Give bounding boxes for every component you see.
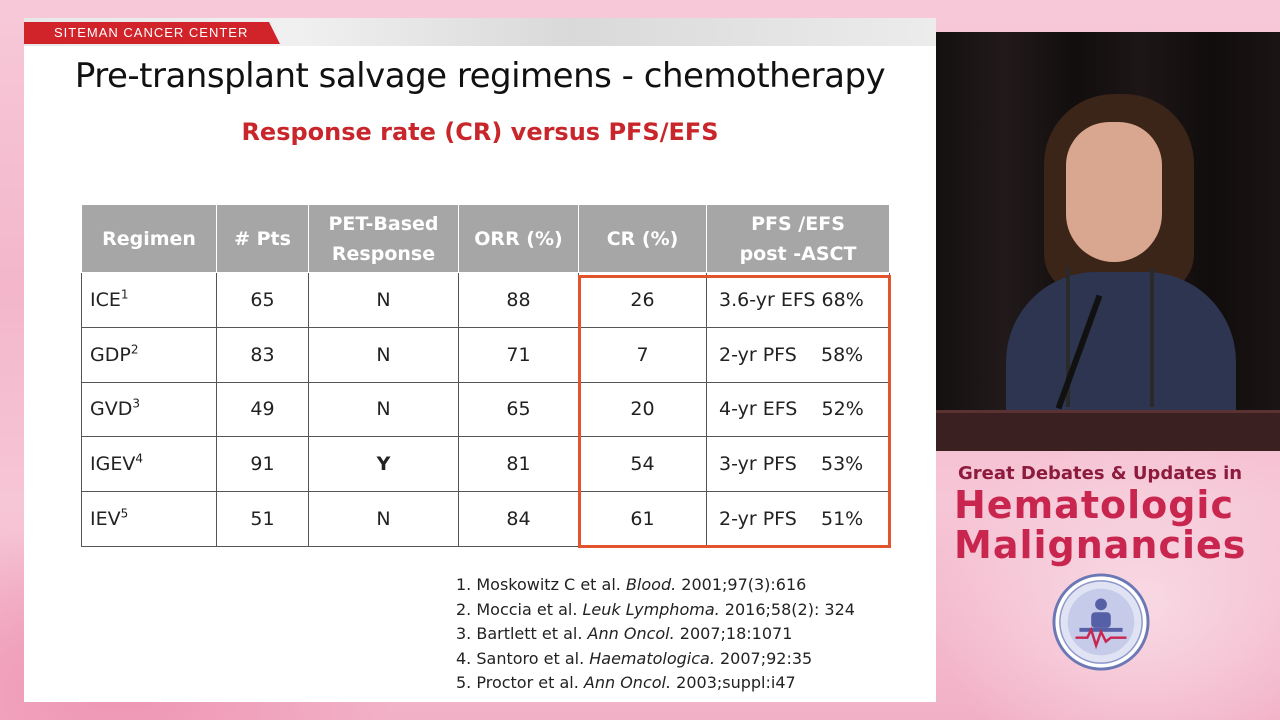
reference-item: 3. Bartlett et al. Ann Oncol. 2007;18:10… (456, 624, 793, 643)
event-title-line2: Malignancies (954, 523, 1247, 567)
reference-marker: 4 (135, 451, 143, 466)
table-body: ICE1 65 N 88 26 3.6-yr EFS 68% GDP2 83 N 71 7 2-yr … (81, 272, 890, 547)
cell-cr: 54 (578, 436, 707, 493)
header-text: CR (%) (606, 227, 679, 250)
cell-pfs-efs: 2-yr PFS 58% (706, 326, 890, 383)
header-text: Regimen (102, 227, 196, 250)
cell-pfs-efs: 3-yr PFS 53% (706, 436, 890, 493)
speaker-video (936, 32, 1280, 451)
cell-regimen: GVD3 (81, 381, 217, 438)
reference-marker: 5 (120, 506, 129, 521)
header-regimen: Regimen (81, 204, 217, 273)
event-tagline: Great Debates & Updates in (958, 463, 1243, 484)
cell-pts: 91 (216, 436, 309, 493)
results-table: Regimen # Pts PET-Based Response ORR (%) … (81, 204, 890, 547)
header-text: post -ASCT (739, 242, 857, 265)
cell-pts: 49 (216, 381, 309, 438)
reference-marker: 2 (130, 342, 139, 357)
presentation-slide: SITEMAN CANCER CENTER Pre-transplant sal… (24, 18, 936, 702)
cell-pfs-efs: 2-yr PFS 51% (706, 491, 890, 547)
reference-marker: 1 (120, 287, 129, 302)
cell-regimen: IGEV4 (81, 436, 217, 493)
event-title-line1: Hematologic (954, 483, 1234, 527)
reference-item: 4. Santoro et al. Haematologica. 2007;92… (456, 648, 813, 668)
slide-title: Pre-transplant salvage regimens - chemot… (74, 56, 886, 96)
cell-pfs-efs: 3.6-yr EFS 68% (706, 272, 890, 328)
cell-orr: 81 (458, 436, 579, 493)
lanyard (1150, 267, 1154, 407)
cell-orr: 71 (458, 326, 579, 383)
reference-item: 2. Moccia et al. Leuk Lymphoma. 2016;58(… (456, 599, 855, 619)
cell-regimen: IEV5 (81, 491, 217, 547)
table-row: GVD3 49 N 65 20 4-yr EFS 52% (81, 381, 890, 438)
header-text: ORR (%) (474, 227, 563, 250)
table-row: ICE1 65 N 88 26 3.6-yr EFS 68% (81, 272, 890, 328)
cell-pet-response: Y (308, 436, 459, 493)
cell-orr: 88 (458, 272, 579, 328)
cell-regimen: ICE1 (81, 272, 217, 328)
cell-pts: 65 (216, 272, 309, 328)
header-text: PFS /EFS (751, 212, 845, 235)
cell-pet-response: N (308, 491, 459, 547)
header-text: Response (331, 242, 436, 265)
cell-orr: 84 (458, 491, 579, 547)
reference-marker: 3 (132, 397, 140, 412)
slide-subtitle: Response rate (CR) versus PFS/EFS (241, 118, 719, 146)
header-pts: # Pts (216, 204, 309, 273)
header-text: PET-Based (328, 212, 439, 235)
cell-pts: 83 (216, 326, 309, 383)
table-row: IEV5 51 N 84 61 2-yr PFS 51% (81, 491, 890, 547)
lanyard (1066, 267, 1070, 407)
header-orr: ORR (%) (458, 204, 579, 273)
cell-cr: 20 (578, 381, 707, 438)
speaker-face (1066, 122, 1162, 262)
reference-item: 5. Proctor et al. Ann Oncol. 2003;suppl:… (456, 673, 796, 692)
reference-item: 1. Moskowitz C et al. Blood. 2001;97(3):… (456, 575, 807, 594)
cell-orr: 65 (458, 381, 579, 438)
cell-regimen: GDP2 (81, 326, 217, 383)
header-pfs-efs: PFS /EFS post -ASCT (706, 204, 890, 273)
event-branding: Great Debates & Updates in Hematologic M… (936, 455, 1280, 720)
header-cr: CR (%) (578, 204, 707, 273)
cell-pts: 51 (216, 491, 309, 547)
table-row: GDP2 83 N 71 7 2-yr PFS 58% (81, 326, 890, 383)
cell-cr: 61 (578, 491, 707, 547)
cell-cr: 7 (578, 326, 707, 383)
table-row: IGEV4 91 Y 81 54 3-yr PFS 53% (81, 436, 890, 493)
cell-pfs-efs: 4-yr EFS 52% (706, 381, 890, 438)
table-header-row: Regimen # Pts PET-Based Response ORR (%) … (81, 204, 890, 273)
cell-pet-response: N (308, 326, 459, 383)
cell-pet-response: N (308, 272, 459, 328)
cell-cr: 26 (578, 272, 707, 328)
brand-label: SITEMAN CANCER CENTER (24, 22, 280, 44)
cell-pet-response: N (308, 381, 459, 438)
hematology-emblem-icon (1052, 573, 1150, 671)
header-pet-response: PET-Based Response (308, 204, 459, 273)
reference-list: 1. Moskowitz C et al. Blood. 2001;97(3):… (456, 573, 855, 696)
podium (936, 410, 1280, 451)
header-text: # Pts (234, 227, 291, 250)
